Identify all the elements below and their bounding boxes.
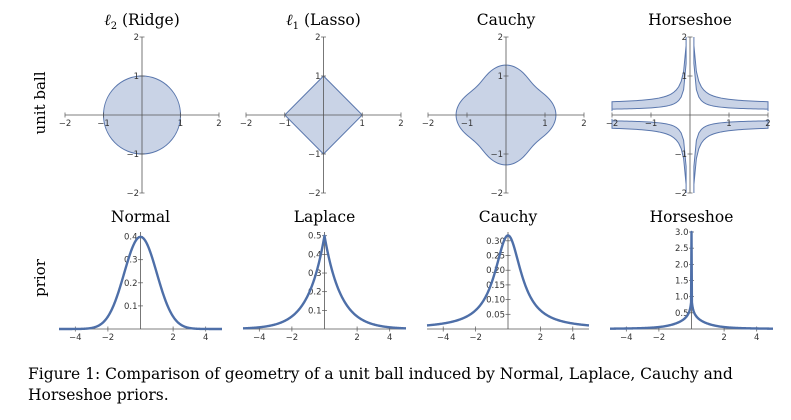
y-tick-label: 2.0 [675,260,689,270]
y-tick-label: 2 [315,33,320,43]
x-tick-label: −2 [286,333,299,343]
y-tick-label: 1.0 [675,293,689,303]
y-tick-label: 2 [134,33,139,43]
y-tick-label: 0.2 [124,279,138,289]
figure-caption: Figure 1: Comparison of geometry of a un… [28,365,733,404]
y-tick-label: −2 [126,189,139,199]
x-tick-label: 4 [387,333,392,343]
unit-ball-lobe [693,118,769,193]
panel-cauchy-prior: Cauchy−4 −2 2 40.050.100.150.200.250.30 [426,208,590,343]
x-tick-label: 1 [360,119,365,129]
x-tick-label: 2 [354,333,359,343]
panel-horseshoe-prior: Horseshoe −4 −2 2 4 0.5 1.0 1.5 2.0 2.5 3.0 [609,208,774,343]
x-tick-label: −4 [620,333,633,343]
unit-ball-lobe [611,118,687,193]
y-tick-label: 0.5 [675,309,689,319]
figure: unit ball prior ℓ2 (Ridge)−2 −1 1 2−2−112ℓ1… [31,11,774,343]
x-tick-label: −2 [606,119,619,129]
y-tick-label: 2 [498,33,503,43]
x-tick-label: −1 [645,119,658,129]
panel-circle-ball: ℓ2 (Ridge) −2 −1 1 2 −2 −1 1 2 [59,11,222,199]
y-tick-label: 3.0 [675,228,689,238]
panel-normal-prior: Normal −4 −2 2 4 0.1 0.2 0.3 0.4 [58,208,223,343]
y-tick-label: 0.5 [308,232,322,242]
x-tick-label: −2 [102,333,115,343]
density-curve [58,235,223,331]
panel-diamond-ball: ℓ1 (Lasso) −2 −1 1 2 −2 −1 1 2 [240,11,404,199]
panel-horseshoe-ball: Horseshoe −2 −1 1 2 −2 −1 1 2 [606,11,771,199]
panel-title: Cauchy [477,11,536,29]
x-tick-label: −2 [469,333,482,343]
x-tick-label: 4 [203,333,208,343]
x-tick-label: 4 [570,333,575,343]
panel-laplace-prior: Laplace−4 −2 2 40.10.20.30.40.5 [242,208,407,343]
y-tick-label: 0.25 [486,252,505,262]
unit-ball-lobe [611,37,687,112]
row-label-unit-ball: unit ball [31,71,49,134]
density-curve [426,234,590,327]
y-tick-label: 0.4 [124,233,138,243]
y-tick-label: 1 [682,72,687,82]
x-tick-label: 2 [538,333,543,343]
panel-title: Horseshoe [650,208,734,226]
x-tick-label: 2 [581,119,586,129]
panel-title: ℓ2 (Ridge) [104,11,180,32]
row-label-prior: prior [31,258,49,297]
x-tick-label: 2 [721,333,726,343]
x-tick-label: −1 [278,119,291,129]
y-tick-label: 0.4 [308,250,322,260]
y-tick-label: 1 [315,72,320,82]
y-tick-label: −1 [308,150,321,160]
panel-title: Cauchy [479,208,538,226]
panel-title: ℓ1 (Lasso) [286,11,361,32]
y-tick-label: −1 [674,150,687,160]
y-tick-label: 1 [498,72,503,82]
y-tick-label: −1 [126,150,139,160]
x-tick-label: −2 [422,119,435,129]
y-tick-label: 1 [134,72,139,82]
x-tick-label: −2 [240,119,253,129]
x-tick-label: −4 [437,333,450,343]
x-tick-label: 2 [765,119,770,129]
y-tick-label: 0.2 [308,288,322,298]
y-tick-label: 0.1 [308,306,322,316]
y-tick-label: −2 [490,189,503,199]
unit-ball-lobe [693,37,769,112]
y-tick-label: 0.1 [124,302,138,312]
y-tick-label: 0.30 [486,237,505,247]
panel-title: Laplace [294,208,356,226]
x-tick-label: −2 [653,333,666,343]
density-curve [242,234,407,330]
y-tick-label: 0.15 [486,281,505,291]
density-curve [609,230,774,330]
x-tick-label: 2 [398,119,403,129]
y-tick-label: −1 [490,150,503,160]
y-tick-label: 0.3 [124,256,138,266]
panel-title: Normal [111,208,170,226]
x-tick-label: 1 [726,119,731,129]
x-tick-label: 1 [178,119,183,129]
x-tick-label: −1 [97,119,110,129]
panel-title: Horseshoe [648,11,732,29]
y-tick-label: −2 [308,189,321,199]
x-tick-label: 1 [542,119,547,129]
y-tick-label: 2 [682,33,687,43]
x-tick-label: 4 [754,333,759,343]
y-tick-label: 2.5 [675,244,689,254]
x-tick-label: −2 [59,119,72,129]
x-tick-label: 2 [170,333,175,343]
y-tick-label: 0.10 [486,296,505,306]
x-tick-label: 2 [216,119,221,129]
x-tick-label: −4 [253,333,266,343]
y-tick-label: 1.5 [675,277,689,287]
y-tick-label: −2 [674,189,687,199]
x-tick-label: −4 [69,333,82,343]
x-tick-label: −1 [461,119,474,129]
panel-cauchy-ball: Cauchy −2 −1 1 2 −2 −1 1 2 [422,11,587,199]
y-tick-label: 0.05 [486,310,505,320]
